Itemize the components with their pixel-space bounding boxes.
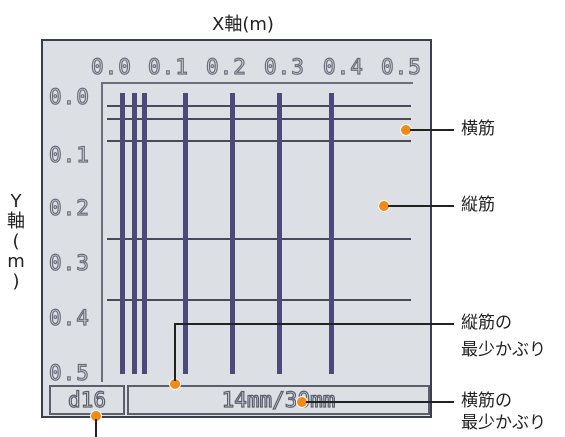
y-axis-title-char: Y [10,191,22,212]
vertical-rebar-line [142,93,147,374]
y-tick-3: 0.3 [48,250,90,275]
horizontal-rebar-line [107,140,411,142]
y-axis-title-char: m [7,251,25,272]
vertical-rebar-line [183,93,188,374]
y-tick-2: 0.2 [48,195,90,220]
horizontal-rebar-line [107,299,411,301]
vertical-cover-label-2: 最少かぶり [461,340,546,360]
vertical-cover-leader-h [174,323,454,325]
diameter-leader [95,419,97,437]
vertical-rebar-line [230,93,235,374]
horizontal-cover-label-1: 横筋の [461,391,512,411]
vertical-rebar-line [277,93,282,374]
horizontal-rebar-label: 横筋 [461,119,495,139]
horizontal-cover-label-2: 最少かぶり [461,413,546,433]
x-axis-line [101,82,413,84]
vertical-cover-leader-v [174,323,176,381]
x-tick-1: 0.1 [147,54,189,79]
horizontal-rebar-line [107,118,411,120]
horizontal-rebar-line [107,238,411,240]
x-tick-3: 0.3 [263,54,305,79]
horizontal-cover-leader [306,401,454,403]
lcd-screen: 0.0 0.1 0.2 0.3 0.4 0.5 0.0 0.1 0.2 0.3 … [41,39,432,418]
y-tick-1: 0.1 [48,142,90,167]
cover-readout: 14mm/30mm [127,385,430,415]
x-axis-title: X軸(m) [212,14,274,35]
horizontal-rebar-leader [410,129,454,131]
vertical-rebar-label: 縦筋 [461,195,495,215]
horizontal-rebar-line [107,105,411,107]
y-tick-5: 0.5 [48,360,90,385]
y-axis-title-char: 軸 [7,211,25,232]
y-axis-title: Y 軸(m) [6,192,26,292]
x-tick-5: 0.5 [380,54,422,79]
y-axis-line [101,82,103,382]
vertical-rebar-line [120,93,125,374]
vertical-rebar-leader [388,205,454,207]
x-tick-2: 0.2 [205,54,247,79]
y-axis-title-char: ) [12,271,20,292]
diameter-readout: d16 [49,385,125,415]
vertical-rebar-line [132,93,137,374]
x-tick-0: 0.0 [90,54,132,79]
x-tick-4: 0.4 [322,54,364,79]
vertical-cover-label-1: 縦筋の [461,313,512,333]
y-tick-4: 0.4 [48,305,90,330]
y-axis-title-char: ( [12,231,20,252]
y-tick-0: 0.0 [48,84,90,109]
vertical-rebar-line [329,93,334,374]
